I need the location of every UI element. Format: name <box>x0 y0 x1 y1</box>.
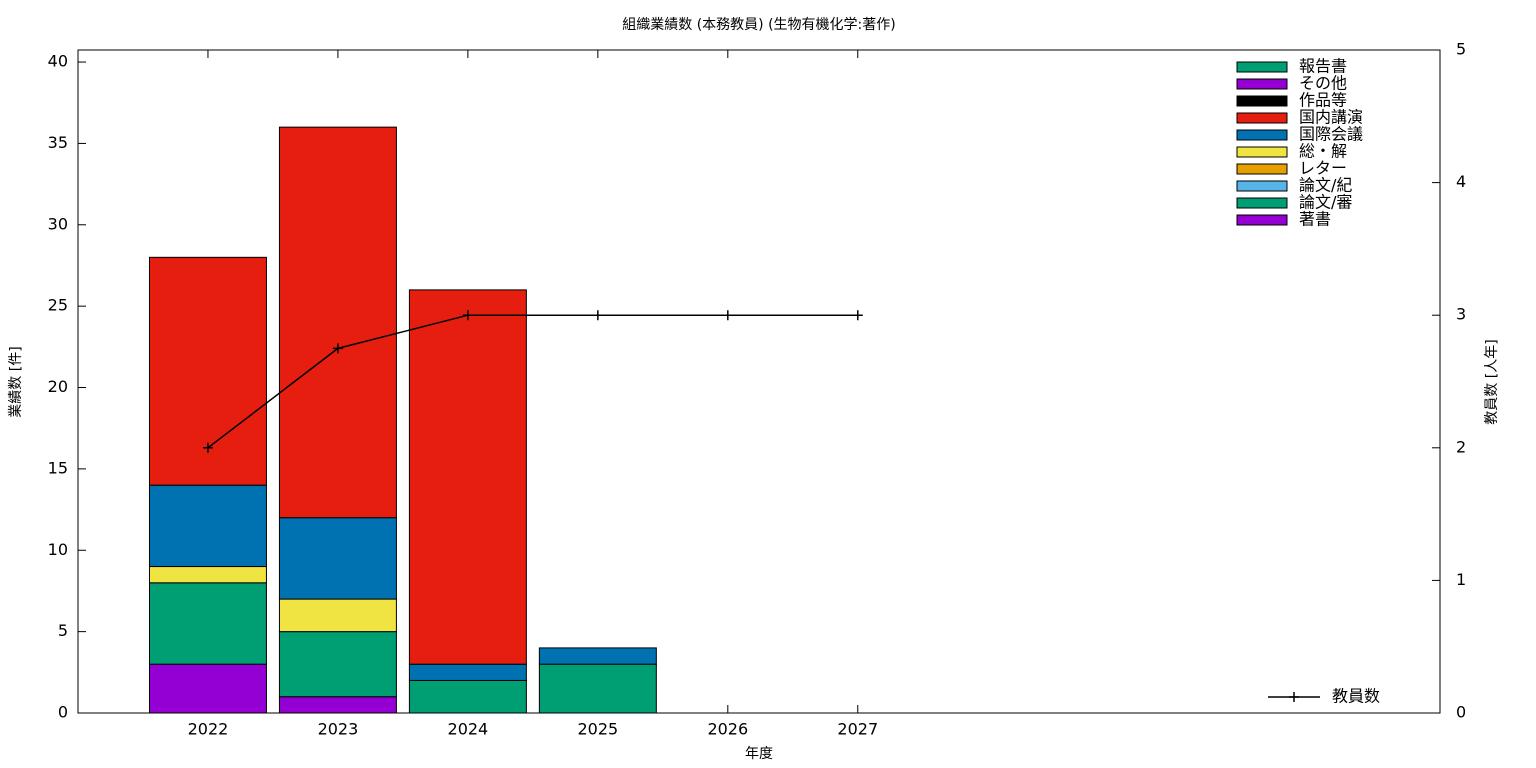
line-marker <box>202 442 213 453</box>
legend-label: レター <box>1299 159 1347 178</box>
x-tick-label: 2024 <box>448 720 489 739</box>
x-tick-label: 2023 <box>318 720 359 739</box>
bar-segment <box>278 517 397 600</box>
y2-tick-label: 4 <box>1456 172 1466 191</box>
chart-title: 組織業績数 (本務教員) (生物有機化学:著作) <box>622 17 895 33</box>
y2-tick-label: 5 <box>1456 40 1466 59</box>
legend-swatch <box>1236 61 1288 73</box>
y-tick-label: 5 <box>58 621 68 640</box>
y-tick-label: 20 <box>48 377 68 396</box>
bar-segment <box>148 663 267 714</box>
x-tick-label: 2022 <box>188 720 229 739</box>
y2-tick-label: 3 <box>1456 305 1466 324</box>
bar-segment <box>148 566 267 584</box>
legend-swatch <box>1236 129 1288 141</box>
bar-segment <box>538 647 657 665</box>
legend-swatch <box>1236 214 1288 226</box>
x-tick-label: 2027 <box>837 720 878 739</box>
legend-label: 国内講演 <box>1299 108 1363 127</box>
legend-swatch <box>1236 197 1288 209</box>
y-tick-label: 25 <box>48 296 68 315</box>
y-axis-label: 業績数 [件] <box>8 346 24 417</box>
legend-label: 国際会議 <box>1299 125 1363 144</box>
y2-tick-label: 1 <box>1456 570 1466 589</box>
x-axis-label: 年度 <box>745 746 773 762</box>
line-marker <box>722 310 733 321</box>
line-marker <box>852 310 863 321</box>
y-tick-label: 40 <box>48 52 68 71</box>
bar-segment <box>408 289 527 665</box>
y-tick-label: 0 <box>58 703 68 722</box>
y2-axis-label: 教員数 [人年] <box>1484 339 1500 424</box>
line-marker <box>592 310 603 321</box>
plot-frame <box>77 49 1441 714</box>
legend-label: 論文/紀 <box>1299 176 1352 195</box>
y2-tick-label: 0 <box>1456 703 1466 722</box>
legend-label: 報告書 <box>1299 57 1347 76</box>
line-series <box>207 314 858 449</box>
y-tick-label: 35 <box>48 133 68 152</box>
bar-segment <box>278 598 397 633</box>
y2-tick-label: 2 <box>1456 437 1466 456</box>
legend-label: 教員数 <box>1332 687 1380 706</box>
legend-label: その他 <box>1299 74 1347 93</box>
legend-swatch <box>1236 180 1288 192</box>
x-tick-label: 2025 <box>577 720 618 739</box>
y-tick-label: 30 <box>48 214 68 233</box>
legend-swatch <box>1236 95 1288 107</box>
bar-segment <box>278 126 397 519</box>
legend-marker <box>1289 692 1299 702</box>
y-tick-label: 15 <box>48 458 68 477</box>
legend-label: 著書 <box>1299 210 1331 229</box>
legend-swatch <box>1236 163 1288 175</box>
legend-swatch <box>1236 78 1288 90</box>
bar-segment <box>408 663 527 681</box>
legend-swatch <box>1236 146 1288 158</box>
bar-segment <box>408 679 527 714</box>
y-tick-label: 10 <box>48 540 68 559</box>
bar-segment <box>148 484 267 568</box>
line-marker <box>462 310 473 321</box>
legend-swatch <box>1236 112 1288 124</box>
bar-segment <box>148 582 267 665</box>
bar-segment <box>538 663 657 714</box>
bar-segment <box>278 696 397 714</box>
legend-label: 論文/審 <box>1299 193 1352 212</box>
x-tick-label: 2026 <box>707 720 748 739</box>
bar-segment <box>278 631 397 698</box>
legend-label: 総・解 <box>1299 142 1347 161</box>
line-marker <box>332 343 343 354</box>
legend-label: 作品等 <box>1299 91 1347 110</box>
